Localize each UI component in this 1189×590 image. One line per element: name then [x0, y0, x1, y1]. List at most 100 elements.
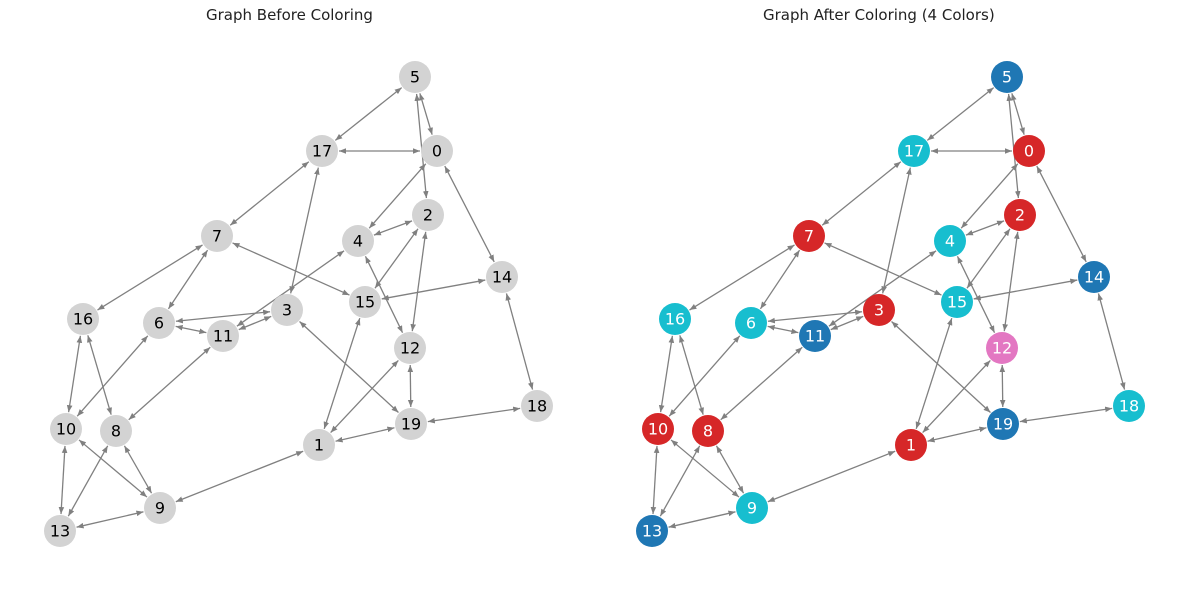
after-node-label-3: 3	[874, 301, 884, 320]
after-node-11: 11	[799, 320, 831, 352]
before-node-label-17: 17	[312, 142, 332, 161]
before-node-15: 15	[349, 286, 381, 318]
after-node-19: 19	[987, 408, 1019, 440]
after-node-label-5: 5	[1002, 68, 1012, 87]
after-node-circle-7	[793, 220, 825, 252]
before-edge-17-7	[229, 161, 310, 226]
after-node-label-4: 4	[945, 232, 955, 251]
after-node-12: 12	[986, 332, 1018, 364]
title-after-coloring: Graph After Coloring (4 Colors)	[763, 6, 995, 24]
before-node-6: 6	[143, 307, 175, 339]
before-node-0: 0	[421, 135, 453, 167]
before-node-circle-14	[486, 261, 518, 293]
before-edge-16-8	[87, 335, 112, 415]
after-node-10: 10	[642, 413, 674, 445]
before-node-label-16: 16	[73, 310, 93, 329]
before-node-9: 9	[144, 492, 176, 524]
after-edge-3-11	[830, 315, 864, 331]
after-node-13: 13	[636, 515, 668, 547]
after-edge-7-16	[689, 244, 795, 311]
after-edge-16-10	[658, 335, 675, 413]
after-edge-2-15	[966, 228, 1011, 289]
before-edge-9-13	[76, 510, 144, 529]
before-edge-6-11	[175, 325, 207, 334]
before-node-label-5: 5	[410, 68, 420, 87]
before-node-label-2: 2	[423, 206, 433, 225]
after-edge-15-14	[973, 278, 1078, 301]
after-edge-12-19	[999, 364, 1006, 408]
before-node-label-3: 3	[282, 301, 292, 320]
after-node-label-11: 11	[805, 327, 825, 346]
after-node-circle-12	[986, 332, 1018, 364]
after-node-label-14: 14	[1084, 268, 1104, 287]
before-node-circle-10	[50, 413, 82, 445]
before-edge-16-10	[66, 335, 83, 413]
after-node-label-15: 15	[947, 293, 967, 312]
before-node-5: 5	[399, 61, 431, 93]
before-edge-7-16	[97, 244, 203, 311]
after-node-label-13: 13	[642, 522, 662, 541]
before-node-circle-13	[44, 515, 76, 547]
after-node-label-0: 0	[1024, 142, 1034, 161]
after-node-8: 8	[692, 415, 724, 447]
after-node-circle-8	[692, 415, 724, 447]
after-edge-9-13	[668, 510, 736, 529]
after-edge-8-9	[715, 445, 745, 494]
after-edge-7-15	[824, 242, 942, 296]
before-node-circle-4	[342, 225, 374, 257]
before-node-label-13: 13	[50, 522, 70, 541]
after-node-circle-19	[987, 408, 1019, 440]
after-edge-0-4	[960, 163, 1019, 229]
before-node-19: 19	[395, 408, 427, 440]
after-node-circle-16	[659, 303, 691, 335]
before-node-circle-12	[394, 332, 426, 364]
after-edge-19-1	[927, 426, 987, 443]
before-edge-15-1	[323, 317, 361, 430]
after-node-label-12: 12	[992, 339, 1012, 358]
after-node-label-8: 8	[703, 422, 713, 441]
after-edge-6-11	[767, 325, 799, 334]
after-node-label-7: 7	[804, 227, 814, 246]
before-edge-19-1	[335, 426, 395, 443]
after-edge-8-13	[659, 445, 701, 517]
before-node-circle-6	[143, 307, 175, 339]
before-edge-8-13	[67, 445, 109, 517]
before-node-10: 10	[50, 413, 82, 445]
after-node-circle-1	[895, 429, 927, 461]
after-edge-2-12	[1002, 231, 1020, 332]
before-node-8: 8	[100, 415, 132, 447]
before-node-circle-1	[303, 429, 335, 461]
after-node-label-18: 18	[1119, 397, 1139, 416]
after-node-label-16: 16	[665, 310, 685, 329]
after-edge-12-1	[922, 359, 991, 434]
after-node-circle-5	[991, 61, 1023, 93]
after-node-circle-11	[799, 320, 831, 352]
title-before-coloring: Graph Before Coloring	[206, 6, 373, 24]
before-edge-5-17	[334, 87, 403, 141]
after-edge-11-8	[720, 346, 803, 421]
before-node-circle-0	[421, 135, 453, 167]
after-node-circle-6	[735, 307, 767, 339]
after-node-3: 3	[863, 294, 895, 326]
before-node-label-12: 12	[400, 339, 420, 358]
before-node-label-1: 1	[314, 436, 324, 455]
before-edge-14-18	[505, 293, 534, 390]
before-edge-3-19	[299, 321, 399, 413]
before-node-14: 14	[486, 261, 518, 293]
after-edge-6-10	[668, 335, 741, 417]
after-node-label-19: 19	[993, 415, 1013, 434]
after-node-circle-18	[1113, 390, 1145, 422]
after-edge-3-6	[767, 309, 863, 324]
before-node-4: 4	[342, 225, 374, 257]
before-node-label-19: 19	[401, 415, 421, 434]
before-node-circle-8	[100, 415, 132, 447]
before-node-16: 16	[67, 303, 99, 335]
after-node-circle-4	[934, 225, 966, 257]
before-edge-9-1	[175, 450, 304, 503]
after-edge-3-19	[891, 321, 991, 413]
before-node-17: 17	[306, 135, 338, 167]
before-node-label-6: 6	[154, 314, 164, 333]
before-edge-3-11	[238, 315, 272, 331]
before-edge-12-1	[330, 359, 399, 434]
